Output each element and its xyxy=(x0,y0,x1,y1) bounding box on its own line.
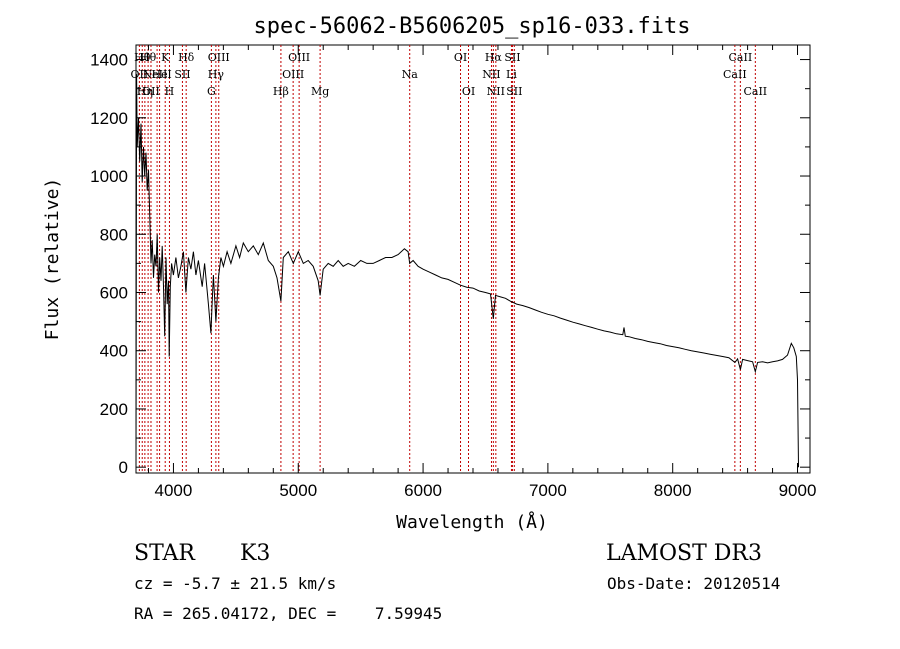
spectral-line-label: Hα xyxy=(485,51,503,64)
y-tick-label: 200 xyxy=(100,400,128,419)
spectral-line-label: Hθ xyxy=(134,51,151,64)
spectral-line-label: G xyxy=(207,85,216,98)
obs-date-text: Obs-Date: 20120514 xyxy=(607,574,780,593)
y-tick-label: 1400 xyxy=(90,51,128,70)
x-tick-label: 8000 xyxy=(654,481,692,500)
spectral-line-label: He xyxy=(152,68,168,81)
x-tick-label: 4000 xyxy=(155,481,193,500)
spectral-line-label: OII xyxy=(131,68,149,81)
spectral-line-labels: OIIHθHηHθOIINeIIIHeKHSIIHδGHγOIIIHβOIIIO… xyxy=(131,51,768,98)
plot-frame xyxy=(135,44,811,474)
spectral-line-label: OIII xyxy=(288,51,310,64)
spectral-line-label: H xyxy=(165,85,175,98)
spectral-line-label: Hθ xyxy=(140,51,157,64)
spectral-line-label: CaII xyxy=(743,85,767,98)
coordinates-text: RA = 265.04172, DEC = 7.59945 xyxy=(134,604,442,623)
y-tick-label: 600 xyxy=(100,283,128,302)
y-tick-label: 800 xyxy=(100,225,128,244)
spectral-line-label: OIII xyxy=(282,68,304,81)
x-tick-label: 7000 xyxy=(529,481,567,500)
object-subclass: K3 xyxy=(240,541,270,566)
object-type: STAR xyxy=(134,541,196,566)
spectrum-series-line xyxy=(135,74,799,468)
spectral-line-label: Hβ xyxy=(273,85,289,98)
y-axis-label: Flux (relative) xyxy=(42,178,63,341)
spectral-line-label: NeIII xyxy=(143,68,172,81)
spectral-line-label: Na xyxy=(402,68,419,81)
chart-title: spec-56062-B5606205_sp16-033.fits xyxy=(253,14,690,39)
spectral-line-label: SII xyxy=(504,51,520,64)
spectral-line-label: CaII xyxy=(723,68,747,81)
y-tick-label: 1200 xyxy=(90,109,128,128)
y-axis: 0 200 400 600 800 1000 1200 1400 xyxy=(90,51,810,477)
spectral-line-label: Hγ xyxy=(208,68,225,81)
spectral-line-label: OI xyxy=(462,85,475,98)
spectral-line-label: SII xyxy=(174,68,190,81)
spectral-line-label: K xyxy=(161,51,170,64)
y-tick-label: 400 xyxy=(100,342,128,361)
survey-name: LAMOST DR3 xyxy=(606,541,762,566)
spectral-line-markers xyxy=(138,45,756,473)
spectral-line-label: SII xyxy=(506,85,522,98)
spectral-line-label: Mg xyxy=(311,85,329,98)
spectral-line-label: NII xyxy=(482,68,500,81)
x-axis-label: Wavelength (Å) xyxy=(396,511,548,533)
redshift-text: cz = -5.7 ± 21.5 km/s xyxy=(134,574,336,593)
spectral-line-label: CaII xyxy=(729,51,753,64)
y-tick-label: 0 xyxy=(119,458,128,477)
spectral-line-label: Li xyxy=(506,68,517,81)
x-tick-label: 6000 xyxy=(404,481,442,500)
spectral-line-label: OI xyxy=(454,51,467,64)
spectral-line-label: NII xyxy=(487,85,505,98)
y-tick-label: 1000 xyxy=(90,167,128,186)
x-tick-label: 5000 xyxy=(279,481,317,500)
x-tick-label: 9000 xyxy=(779,481,817,500)
spectral-line-label: OII xyxy=(142,85,160,98)
spectral-line-label: Hδ xyxy=(178,51,195,64)
x-axis: 4000 5000 6000 7000 8000 9000 xyxy=(147,45,817,500)
spectral-line-label: OIII xyxy=(208,51,230,64)
